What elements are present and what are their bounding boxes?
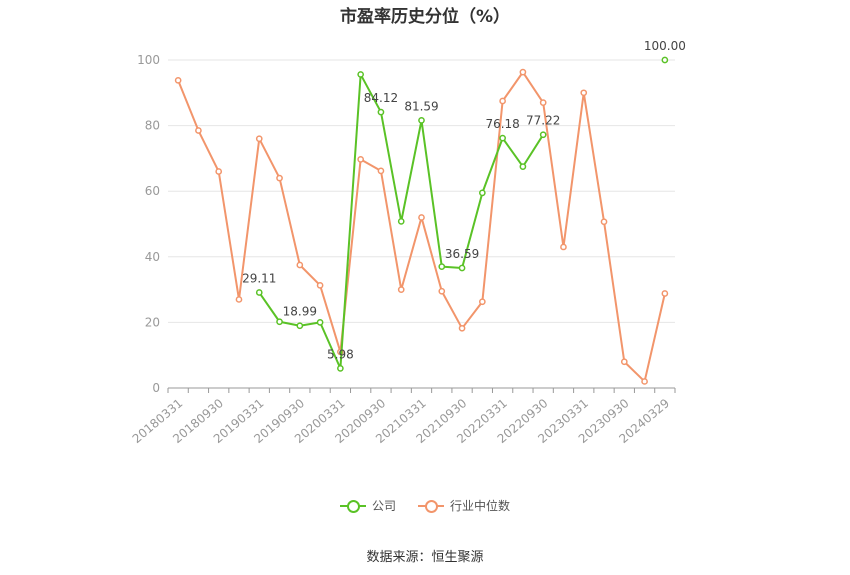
- data-point-industry: [478, 298, 486, 306]
- legend-label-industry: 行业中位数: [450, 499, 511, 513]
- y-tick-label: 0: [152, 381, 160, 395]
- data-point-industry: [235, 296, 243, 303]
- legend-label-company: 公司: [371, 499, 396, 513]
- data-point-company: [519, 163, 527, 170]
- data-point-industry: [215, 168, 223, 175]
- data-point-industry: [195, 127, 202, 134]
- data-point-company: [478, 189, 486, 197]
- data-point-industry: [519, 68, 527, 76]
- data-point-industry: [418, 214, 425, 221]
- data-point-industry: [377, 167, 385, 175]
- data-point-industry: [316, 281, 324, 289]
- data-point-company: [418, 117, 425, 124]
- data-point-company: [438, 263, 446, 270]
- data-point-industry: [276, 174, 283, 182]
- chart-plot: 0204060801002018033120180930201903312019…: [130, 39, 686, 446]
- data-label: 5.98: [327, 347, 354, 361]
- data-label: 29.11: [242, 272, 276, 286]
- y-tick-label: 80: [145, 119, 160, 133]
- data-point-company: [539, 131, 547, 139]
- data-point-company: [499, 134, 506, 142]
- data-label: 81.59: [404, 99, 438, 113]
- data-point-company: [296, 322, 304, 330]
- data-point-company: [357, 71, 365, 78]
- data-point-industry: [458, 324, 466, 332]
- data-point-industry: [560, 243, 567, 251]
- data-point-company: [661, 56, 669, 64]
- data-label: 76.18: [485, 117, 519, 131]
- data-point-industry: [539, 99, 547, 106]
- data-point-industry: [580, 89, 588, 97]
- data-point-company: [316, 319, 324, 326]
- data-point-industry: [296, 261, 304, 269]
- data-point-industry: [499, 97, 506, 105]
- data-point-industry: [600, 218, 608, 226]
- data-label: 100.00: [644, 39, 686, 53]
- data-point-industry: [641, 378, 648, 385]
- y-tick-label: 40: [145, 250, 160, 264]
- legend-swatch-industry: [418, 499, 444, 513]
- y-tick-label: 60: [145, 184, 160, 198]
- chart-title: 市盈率历史分位（%）: [339, 7, 511, 27]
- legend-item-industry[interactable]: 行业中位数: [418, 497, 510, 514]
- y-tick-label: 20: [145, 315, 160, 329]
- data-point-industry: [255, 135, 263, 143]
- data-point-company: [397, 218, 405, 225]
- data-point-industry: [397, 286, 405, 293]
- data-label: 36.59: [445, 247, 479, 261]
- legend-swatch-company: [339, 499, 366, 513]
- legend: 公司 行业中位数: [0, 497, 850, 514]
- source-note: 数据来源：恒生聚源: [366, 550, 484, 565]
- data-point-company: [377, 108, 385, 116]
- data-point-company: [255, 289, 263, 296]
- data-point-company: [276, 318, 283, 326]
- data-point-industry: [174, 76, 182, 84]
- data-label: 18.99: [283, 305, 317, 319]
- data-label: 84.12: [364, 91, 398, 105]
- data-point-company: [337, 365, 344, 372]
- data-point-company: [458, 264, 466, 272]
- y-tick-label: 100: [137, 53, 160, 67]
- data-point-industry: [357, 156, 365, 163]
- legend-item-company[interactable]: 公司: [339, 497, 396, 514]
- data-point-industry: [661, 290, 669, 297]
- data-point-industry: [620, 358, 628, 366]
- data-label: 77.22: [526, 114, 560, 128]
- data-point-industry: [438, 287, 446, 295]
